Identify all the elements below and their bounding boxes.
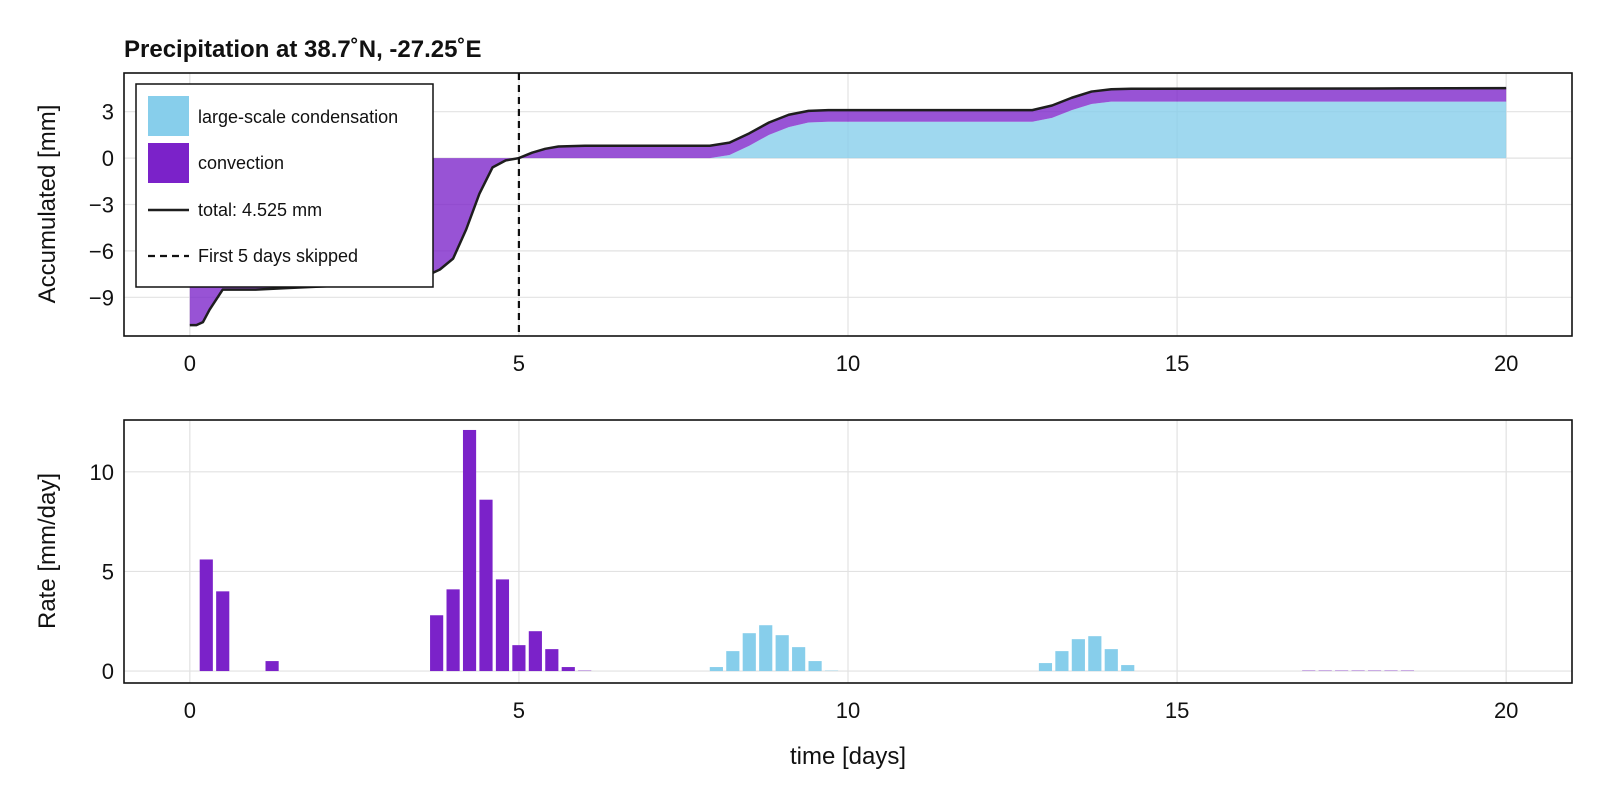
- bottom-ytick-label: 0: [102, 659, 114, 684]
- bar-convection: [1400, 670, 1415, 672]
- bar-convection: [199, 559, 213, 672]
- legend-entry-large-scale: large-scale condensation: [198, 107, 398, 127]
- x-axis-label: time [days]: [790, 743, 906, 770]
- bar-large-scale: [824, 670, 839, 672]
- bar-large-scale: [1055, 651, 1069, 672]
- top-xtick-label: 10: [836, 351, 860, 376]
- bar-convection: [1384, 670, 1398, 672]
- legend-entry-skipped: First 5 days skipped: [198, 246, 358, 266]
- bar-large-scale: [1071, 639, 1085, 672]
- top-xtick-label: 0: [184, 351, 196, 376]
- bar-convection: [578, 670, 592, 672]
- bar-convection: [462, 429, 477, 672]
- bottom-xtick-label: 15: [1165, 698, 1189, 723]
- bottom-xtick-label: 5: [513, 698, 525, 723]
- legend-swatch-large-scale: [148, 96, 189, 136]
- top-areas: [189, 88, 1507, 326]
- accumulated-panel: Precipitation at 38.7˚N, -27.25˚E 0 5 10 15…: [34, 36, 1573, 376]
- top-plot-frame: [123, 72, 1573, 337]
- top-ytick-label: −9: [89, 285, 114, 310]
- bar-convection: [1351, 670, 1365, 672]
- bar-convection: [446, 589, 460, 672]
- top-ytick-label: −3: [89, 193, 114, 218]
- bar-convection: [495, 579, 510, 672]
- top-xtick-label: 15: [1165, 351, 1189, 376]
- bar-large-scale: [1104, 649, 1118, 672]
- bottom-plot-frame: [123, 419, 1573, 684]
- legend-entry-convection: convection: [198, 153, 284, 173]
- area-convection: [189, 88, 1507, 326]
- bar-convection: [528, 631, 542, 672]
- bottom-ytick-label: 5: [102, 559, 114, 584]
- bottom-xtick-label: 20: [1494, 698, 1518, 723]
- legend-swatch-convection: [148, 143, 189, 183]
- top-xtick-label: 20: [1494, 351, 1518, 376]
- chart-title: Precipitation at 38.7˚N, -27.25˚E: [124, 36, 481, 63]
- bar-large-scale: [742, 633, 756, 672]
- top-ytick-label: −6: [89, 239, 114, 264]
- bar-convection: [430, 615, 444, 672]
- bar-large-scale: [1121, 665, 1135, 672]
- top-total-line: [189, 73, 1507, 336]
- bar-large-scale: [759, 625, 773, 672]
- bottom-gridlines: [124, 420, 1572, 683]
- top-ytick-label: 3: [102, 100, 114, 125]
- bar-large-scale: [792, 647, 806, 672]
- bottom-tick-labels: 0 5 10 15 20 0 5 10: [90, 460, 1519, 723]
- bar-convection: [1318, 670, 1332, 672]
- bottom-xtick-label: 0: [184, 698, 196, 723]
- top-y-axis-label: Accumulated [mm]: [34, 105, 61, 304]
- legend: large-scale condensation convection tota…: [135, 83, 434, 288]
- bar-convection: [512, 645, 526, 672]
- bar-large-scale: [808, 661, 822, 672]
- bottom-ytick-label: 10: [90, 460, 114, 485]
- area-large-scale: [189, 101, 1507, 159]
- bar-large-scale: [1038, 663, 1053, 672]
- bar-convection: [561, 667, 575, 672]
- bar-large-scale: [1088, 636, 1102, 672]
- bar-convection: [1335, 670, 1349, 672]
- bar-convection: [265, 661, 279, 672]
- rate-panel: 0 5 10 15 20 0 5 10 Rate [mm/day] time [days]: [34, 419, 1573, 770]
- top-xtick-label: 5: [513, 351, 525, 376]
- bar-convection: [479, 499, 493, 672]
- top-ytick-label: 0: [102, 146, 114, 171]
- bottom-xtick-label: 10: [836, 698, 860, 723]
- total-line: [189, 86, 1507, 327]
- top-tick-labels: 0 5 10 15 20 3 0 −3 −6 −9: [89, 100, 1519, 376]
- bar-convection: [1367, 670, 1382, 672]
- bar-large-scale: [726, 651, 740, 672]
- bar-convection: [1302, 670, 1316, 672]
- bar-convection: [216, 591, 230, 672]
- bar-convection: [545, 649, 559, 672]
- legend-entry-total: total: 4.525 mm: [198, 200, 322, 220]
- bar-large-scale: [709, 667, 723, 672]
- bar-large-scale: [775, 635, 789, 672]
- bottom-bars: [199, 429, 1415, 672]
- bottom-y-axis-label: Rate [mm/day]: [34, 473, 61, 629]
